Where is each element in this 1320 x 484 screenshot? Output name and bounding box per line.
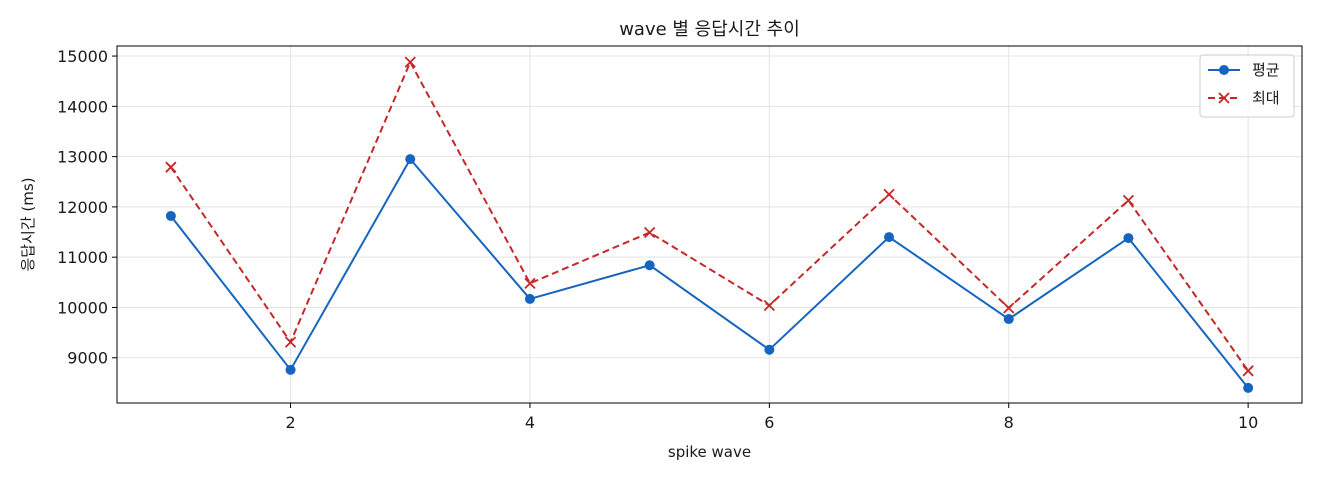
data-point bbox=[284, 336, 297, 348]
legend-marker bbox=[1219, 65, 1229, 75]
data-point bbox=[524, 277, 536, 289]
data-point bbox=[1243, 382, 1254, 393]
data-point bbox=[884, 232, 895, 243]
data-point bbox=[764, 344, 775, 355]
y-tick-label: 15000 bbox=[57, 47, 108, 66]
series-line-1 bbox=[170, 158, 1249, 389]
data-point bbox=[883, 188, 895, 200]
data-point bbox=[165, 161, 177, 173]
series-line-2 bbox=[170, 61, 1249, 372]
data-point bbox=[524, 293, 535, 304]
legend-box bbox=[1199, 54, 1295, 118]
x-tick-label: 10 bbox=[1238, 413, 1258, 432]
data-point bbox=[1122, 194, 1135, 207]
data-point bbox=[404, 56, 416, 68]
x-tick-label: 4 bbox=[525, 413, 535, 432]
data-point bbox=[1003, 314, 1014, 325]
legend-label: 최대 bbox=[1252, 89, 1280, 107]
grid-lines bbox=[117, 46, 1302, 403]
plot-area-frame bbox=[116, 45, 1303, 404]
y-tick-label: 10000 bbox=[57, 298, 108, 317]
data-point bbox=[644, 260, 655, 271]
series-group bbox=[165, 56, 1254, 393]
y-tick-label: 11000 bbox=[57, 248, 108, 267]
chart-title: wave 별 응답시간 추이 bbox=[619, 19, 800, 40]
data-point bbox=[644, 226, 656, 239]
data-point bbox=[165, 210, 176, 221]
legend-label: 평균 bbox=[1252, 61, 1280, 79]
data-point bbox=[763, 299, 775, 312]
data-point bbox=[285, 364, 296, 375]
y-tick-label: 14000 bbox=[57, 97, 108, 116]
y-axis-label: 응답시간 (ms) bbox=[19, 177, 37, 271]
data-point bbox=[1123, 233, 1134, 244]
data-point bbox=[405, 154, 416, 165]
data-point bbox=[1242, 365, 1254, 377]
x-tick-label: 6 bbox=[764, 413, 774, 432]
y-tick-label: 12000 bbox=[57, 198, 108, 217]
x-axis-label: spike wave bbox=[668, 443, 751, 461]
x-tick-label: 8 bbox=[1004, 413, 1014, 432]
x-tick-label: 2 bbox=[285, 413, 295, 432]
legend-marker bbox=[1218, 92, 1230, 104]
axis-ticks: 2 4 6 8 10 9000 10000 11000 12000 13000 14000 15000 bbox=[57, 47, 1258, 432]
y-tick-label: 13000 bbox=[57, 148, 108, 167]
data-point bbox=[1003, 302, 1015, 314]
y-tick-label: 9000 bbox=[67, 349, 108, 368]
